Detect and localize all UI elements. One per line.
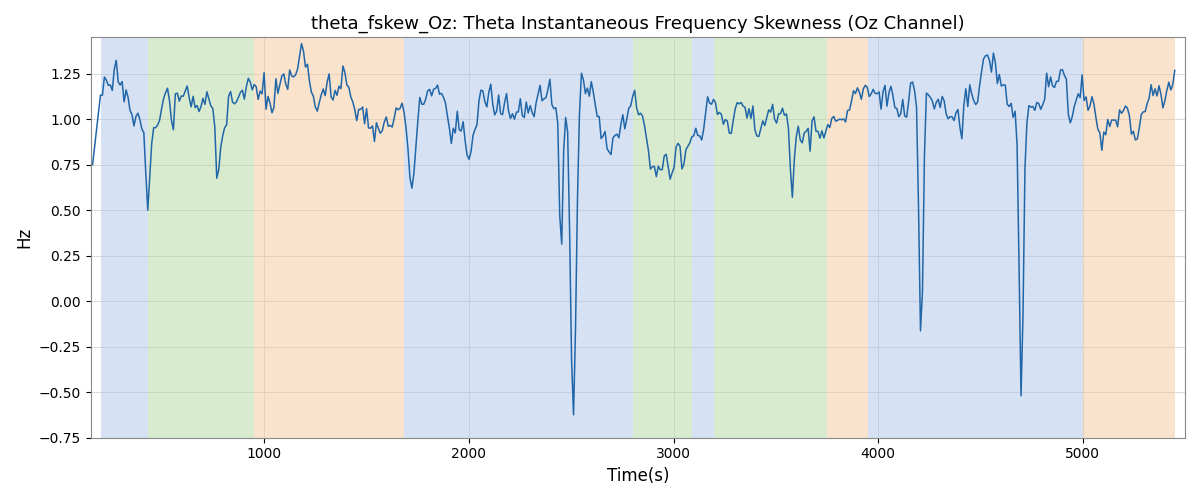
X-axis label: Time(s): Time(s) bbox=[606, 467, 670, 485]
Bar bbox=[148, 38, 254, 438]
Bar bbox=[632, 38, 692, 438]
Bar bbox=[1082, 38, 1175, 438]
Bar bbox=[827, 38, 868, 438]
Title: theta_fskew_Oz: Theta Instantaneous Frequency Skewness (Oz Channel): theta_fskew_Oz: Theta Instantaneous Freq… bbox=[311, 15, 965, 34]
Bar bbox=[868, 38, 1082, 438]
Bar bbox=[254, 38, 403, 438]
Y-axis label: Hz: Hz bbox=[14, 227, 32, 248]
Bar bbox=[403, 38, 632, 438]
Bar bbox=[101, 38, 148, 438]
Bar bbox=[692, 38, 714, 438]
Bar bbox=[714, 38, 827, 438]
